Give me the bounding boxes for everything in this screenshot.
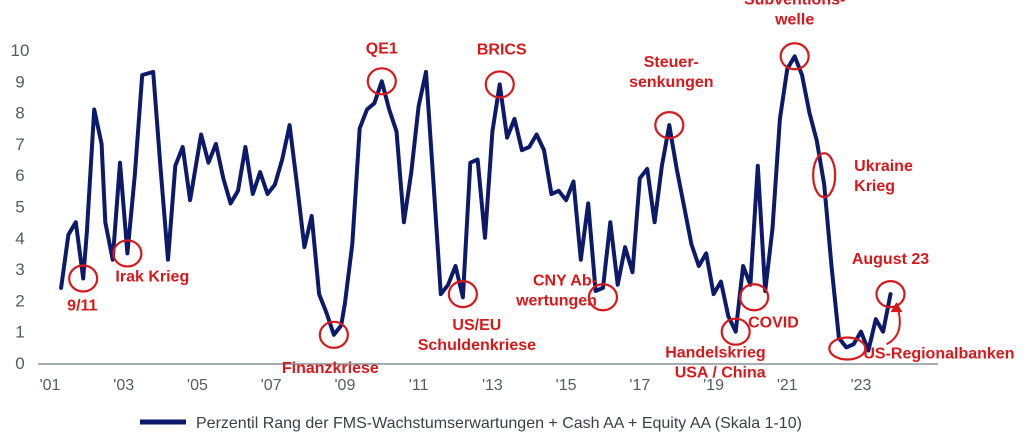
annotation-line: Schuldenkriese: [418, 337, 536, 354]
y-tick-label: 1: [15, 323, 24, 342]
annotation-label: COVID: [748, 314, 799, 331]
annotation-label: BRICS: [477, 41, 527, 58]
y-tick-label: 4: [15, 229, 24, 248]
annotation-ring: [587, 283, 619, 312]
arrow-head-icon: [890, 302, 903, 313]
x-tick-label: '09: [334, 377, 355, 394]
y-tick-label: 7: [15, 135, 24, 154]
annotation-label: Handelskrieg USA / China: [665, 345, 766, 382]
y-tick-label: 8: [15, 104, 24, 123]
annotation-ring: [484, 70, 515, 99]
annotation-line: Handelskrieg: [665, 345, 765, 362]
annotation-line: CNY Ab-: [533, 272, 597, 289]
series-line: [59, 54, 893, 353]
annotation-label: August 23: [852, 251, 929, 268]
x-tick-label: '15: [556, 377, 577, 394]
annotation-ring: [447, 280, 478, 309]
annotation-line: US-Regionalbanken: [863, 345, 1014, 362]
x-tick-label: '21: [777, 377, 798, 394]
y-tick-label: 6: [15, 166, 24, 185]
annotation-ring: [812, 152, 837, 199]
annotation-line: US/EU: [452, 317, 501, 334]
annotation-line: USA / China: [675, 365, 766, 382]
annotation-label: 9/11: [67, 297, 97, 314]
annotation-label: QE1: [366, 40, 398, 57]
annotation-line: BRICS: [477, 41, 527, 58]
annotation-ring: [68, 264, 99, 293]
annotation-ring: [739, 283, 770, 312]
y-tick-label: 2: [15, 291, 24, 310]
x-tick-label: '01: [40, 377, 61, 394]
annotation-label: Steuer-senkungen: [629, 54, 713, 91]
legend-label: Perzentil Rang der FMS-Wachstumserwartun…: [196, 415, 802, 432]
annotation-line: welle: [774, 11, 814, 28]
y-tick-label: 3: [15, 260, 24, 279]
x-tick-label: '11: [409, 377, 429, 394]
annotations: 9/11 Irak Krieg Finanzkriese QE1 US/EU Schuld…: [67, 0, 1014, 382]
annotation-line: August 23: [852, 251, 929, 268]
y-tick-label: 0: [15, 354, 24, 373]
annotation-line: Ukraine: [854, 158, 913, 175]
annotation-ring: [828, 336, 867, 361]
annotation-line: Krieg: [854, 178, 895, 195]
annotation-line: 9/11: [67, 297, 97, 314]
annotation-ring: [366, 67, 397, 96]
annotation-ring: [779, 42, 810, 71]
x-axis-ticks: '01 '03 '05 '07 '09 '11 '13 '15 '17 '19 '21 '23: [40, 377, 872, 394]
annotation-label: US/EU Schuldenkriese: [418, 317, 536, 354]
annotation-line: senkungen: [629, 74, 713, 91]
y-tick-label: 9: [15, 72, 24, 91]
y-tick-label: 5: [15, 198, 24, 217]
annotation-line: QE1: [366, 40, 398, 57]
x-tick-label: '23: [851, 377, 872, 394]
annotation-label: CNY Ab-wertungen: [515, 272, 597, 309]
annotation-line: wertungen: [515, 292, 597, 309]
x-tick-label: '13: [482, 377, 503, 394]
annotation-label: Irak Krieg: [115, 268, 189, 285]
annotation-ring: [654, 111, 685, 140]
legend: Perzentil Rang der FMS-Wachstumserwartun…: [140, 415, 802, 432]
annotation-label: Ukraine Krieg: [854, 158, 913, 195]
x-tick-label: '19: [703, 377, 724, 394]
y-tick-label: 10: [11, 41, 30, 60]
annotation-ring: [112, 239, 143, 268]
annotation-line: Irak Krieg: [115, 268, 189, 285]
x-tick-label: '17: [629, 377, 650, 394]
x-tick-label: '05: [187, 377, 208, 394]
annotation-label: Subventions-welle: [744, 0, 845, 28]
annotation-ring: [720, 317, 751, 346]
annotation-line: Subventions-: [744, 0, 845, 8]
annotation-line: COVID: [748, 314, 799, 331]
y-axis-ticks: 0 1 2 3 4 5 6 7 8 9 10: [11, 41, 30, 373]
x-tick-label: '07: [261, 377, 282, 394]
annotation-label: US-Regionalbanken: [863, 345, 1014, 362]
annotation-label: Finanzkriese: [282, 360, 379, 377]
x-tick-label: '03: [113, 377, 134, 394]
annotation-line: Steuer-: [644, 54, 699, 71]
annotation-ring: [875, 280, 906, 309]
annotation-ring: [318, 320, 349, 349]
annotation-line: Finanzkriese: [282, 360, 379, 377]
